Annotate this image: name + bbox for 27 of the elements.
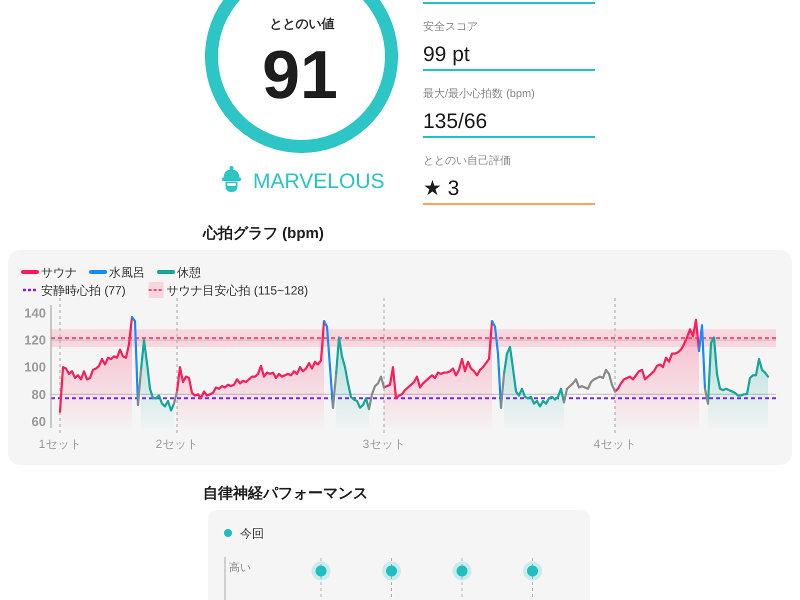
legend-label: 水風呂 (109, 265, 145, 280)
text: 今回 (240, 526, 264, 540)
x-tick-label: 1セット (38, 437, 82, 451)
text: ととのい自己評価 (423, 154, 511, 167)
y-tick-label: 100 (24, 360, 46, 375)
legend-label: 休憩 (177, 265, 201, 280)
y-tick-label: 60 (32, 414, 46, 429)
text: 135/66 (423, 110, 488, 133)
text: 高い (229, 561, 251, 574)
text: MARVELOUS (253, 170, 384, 193)
text: 91 (262, 37, 338, 113)
x-tick-label: 2セット (156, 437, 198, 451)
text: ★ 3 (423, 177, 460, 200)
text: 自律神経パフォーマンス (203, 485, 368, 502)
text: 99 pt (423, 43, 470, 66)
legend-label: サウナ (41, 265, 77, 280)
y-tick-label: 80 (32, 386, 46, 402)
text: 安全スコア (423, 20, 478, 33)
y-tick-label: 140 (24, 306, 46, 321)
x-tick-label: 4セット (594, 437, 636, 451)
chart-title: 心拍グラフ (bpm) (202, 224, 324, 242)
text: 最大/最小心拍数 (bpm) (423, 87, 535, 100)
x-tick-label: 3セット (362, 437, 406, 451)
legend-label: サウナ目安心拍 (115~128) (166, 283, 308, 298)
y-tick-label: 120 (24, 332, 46, 348)
legend-label: 安静時心拍 (77) (41, 283, 126, 298)
text: ととのい値 (270, 16, 334, 31)
